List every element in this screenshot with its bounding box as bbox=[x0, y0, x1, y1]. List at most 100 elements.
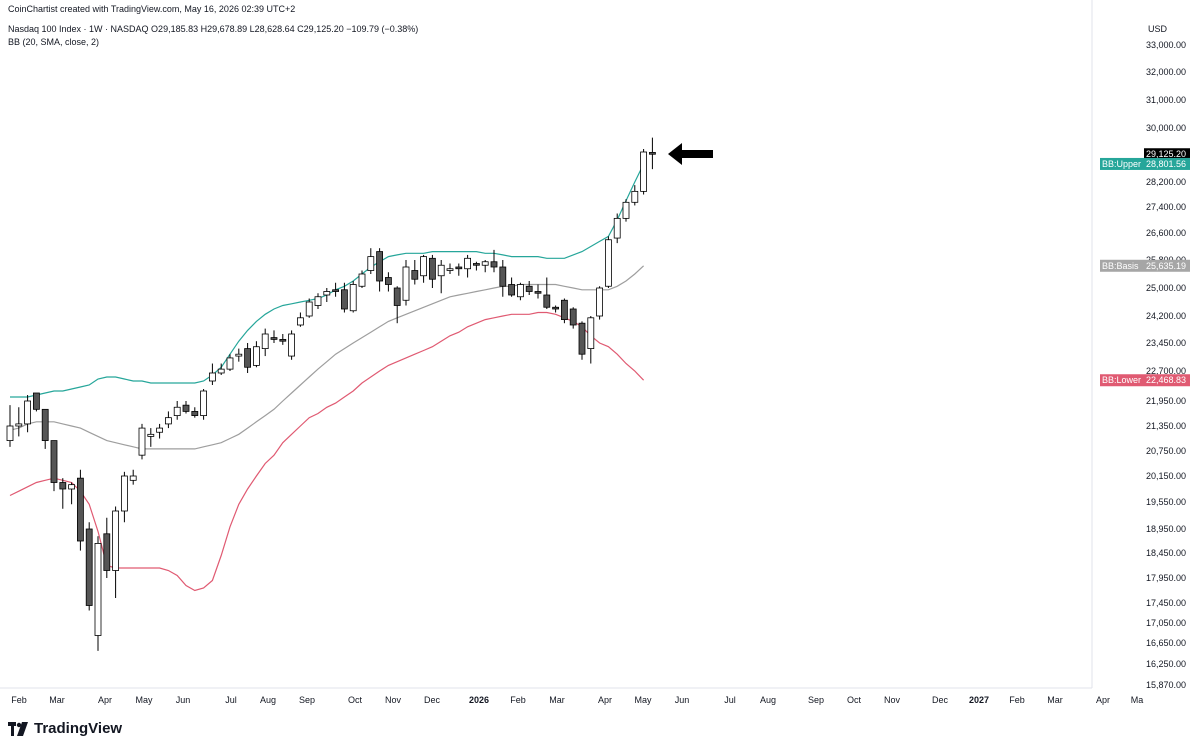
candle[interactable] bbox=[208, 363, 216, 385]
candle[interactable] bbox=[94, 536, 102, 651]
candle[interactable] bbox=[402, 260, 410, 306]
candle[interactable] bbox=[85, 522, 93, 611]
candle[interactable] bbox=[261, 328, 269, 357]
bb-lower-label-name-bg bbox=[1100, 374, 1144, 387]
candle-body bbox=[596, 287, 603, 317]
candle-body bbox=[349, 284, 357, 312]
candle[interactable] bbox=[340, 282, 348, 313]
candle[interactable] bbox=[358, 270, 366, 289]
candle[interactable] bbox=[420, 254, 428, 283]
candle[interactable] bbox=[508, 277, 516, 297]
candle[interactable] bbox=[517, 282, 524, 301]
candle[interactable] bbox=[147, 428, 155, 447]
candle-body bbox=[33, 392, 40, 410]
candle[interactable] bbox=[393, 286, 401, 324]
price-axis[interactable]: USD 33,000.00 32,000.00 31,000.00 30,000.00… bbox=[1146, 24, 1186, 690]
candle[interactable] bbox=[24, 395, 32, 433]
price-tick-label: 31,000.00 bbox=[1146, 95, 1186, 105]
candle[interactable] bbox=[103, 517, 111, 578]
candle[interactable] bbox=[217, 363, 225, 375]
candle[interactable] bbox=[305, 298, 313, 318]
candle[interactable] bbox=[112, 506, 119, 599]
candle[interactable] bbox=[578, 321, 586, 360]
candle[interactable] bbox=[121, 471, 128, 523]
candle-body bbox=[455, 266, 463, 270]
tradingview-brand[interactable]: TradingView bbox=[8, 720, 122, 737]
candle[interactable] bbox=[631, 185, 639, 206]
candle[interactable] bbox=[613, 213, 621, 244]
symbol-ohlc-legend[interactable]: Nasdaq 100 Index · 1W · NASDAQ O29,185.8… bbox=[8, 24, 419, 34]
candle[interactable] bbox=[587, 316, 595, 364]
candle[interactable] bbox=[323, 288, 331, 302]
time-axis[interactable]: Feb Mar Apr May Jun Jul Aug Sep Oct Nov Dec 2026 Feb… bbox=[11, 695, 1143, 705]
candle[interactable] bbox=[129, 469, 137, 485]
candle[interactable] bbox=[156, 423, 164, 439]
candle[interactable] bbox=[314, 293, 322, 309]
candle[interactable] bbox=[50, 440, 58, 492]
candle[interactable] bbox=[349, 281, 357, 313]
candle[interactable] bbox=[279, 334, 287, 345]
candle[interactable] bbox=[191, 407, 199, 418]
candle[interactable] bbox=[490, 249, 498, 273]
candle[interactable] bbox=[552, 305, 559, 313]
candle[interactable] bbox=[288, 330, 296, 360]
candle[interactable] bbox=[384, 272, 392, 292]
candle[interactable] bbox=[6, 405, 14, 447]
candle[interactable] bbox=[543, 277, 551, 310]
candle[interactable] bbox=[411, 260, 419, 285]
candle[interactable] bbox=[534, 284, 542, 299]
candle[interactable] bbox=[455, 263, 463, 276]
candle[interactable] bbox=[472, 261, 480, 271]
bb-basis-label: BB:Basis 25,635.19 bbox=[1100, 259, 1190, 272]
bollinger-bands-legend[interactable]: BB (20, SMA, close, 2) bbox=[8, 37, 100, 47]
candle[interactable] bbox=[252, 341, 260, 368]
candle[interactable] bbox=[428, 254, 436, 288]
candle[interactable] bbox=[200, 389, 208, 420]
candle[interactable] bbox=[296, 312, 304, 327]
candle-body bbox=[129, 475, 137, 481]
candle[interactable] bbox=[561, 298, 568, 324]
candle[interactable] bbox=[33, 392, 40, 412]
candle[interactable] bbox=[605, 236, 612, 288]
candle[interactable] bbox=[235, 348, 243, 362]
candle[interactable] bbox=[446, 263, 454, 275]
candle[interactable] bbox=[15, 407, 23, 437]
candle-body bbox=[6, 425, 14, 441]
candle-body bbox=[472, 263, 480, 266]
candle[interactable] bbox=[367, 248, 375, 274]
candle-body bbox=[358, 273, 366, 287]
candle[interactable] bbox=[481, 260, 489, 273]
candle[interactable] bbox=[622, 199, 630, 222]
candle[interactable] bbox=[138, 423, 146, 460]
candle[interactable] bbox=[525, 281, 533, 295]
candle[interactable] bbox=[244, 343, 252, 373]
candle[interactable] bbox=[173, 401, 181, 420]
candle[interactable] bbox=[437, 260, 445, 294]
candle-body bbox=[121, 475, 128, 512]
candle[interactable] bbox=[499, 260, 507, 297]
time-tick-label: Ma bbox=[1131, 695, 1144, 705]
candle[interactable] bbox=[596, 286, 603, 320]
candle[interactable] bbox=[59, 478, 67, 509]
time-tick-label: Sep bbox=[299, 695, 315, 705]
candle[interactable] bbox=[182, 401, 190, 414]
price-tick-label: 18,950.00 bbox=[1146, 524, 1186, 534]
candle[interactable] bbox=[41, 408, 49, 449]
candle-body bbox=[428, 257, 436, 280]
price-tick-label: 20,750.00 bbox=[1146, 446, 1186, 456]
candle[interactable] bbox=[376, 248, 384, 292]
candle[interactable] bbox=[164, 411, 172, 429]
candle[interactable] bbox=[270, 330, 278, 343]
candle-body bbox=[631, 190, 639, 203]
candle[interactable] bbox=[226, 354, 234, 371]
candle[interactable] bbox=[569, 307, 577, 329]
candle[interactable] bbox=[77, 469, 84, 551]
candle[interactable] bbox=[332, 282, 340, 297]
candle[interactable] bbox=[649, 137, 656, 170]
candle[interactable] bbox=[68, 482, 75, 505]
candle[interactable] bbox=[640, 149, 647, 195]
candle-body bbox=[217, 368, 225, 374]
candle[interactable] bbox=[464, 254, 472, 278]
candle-body bbox=[622, 201, 630, 219]
